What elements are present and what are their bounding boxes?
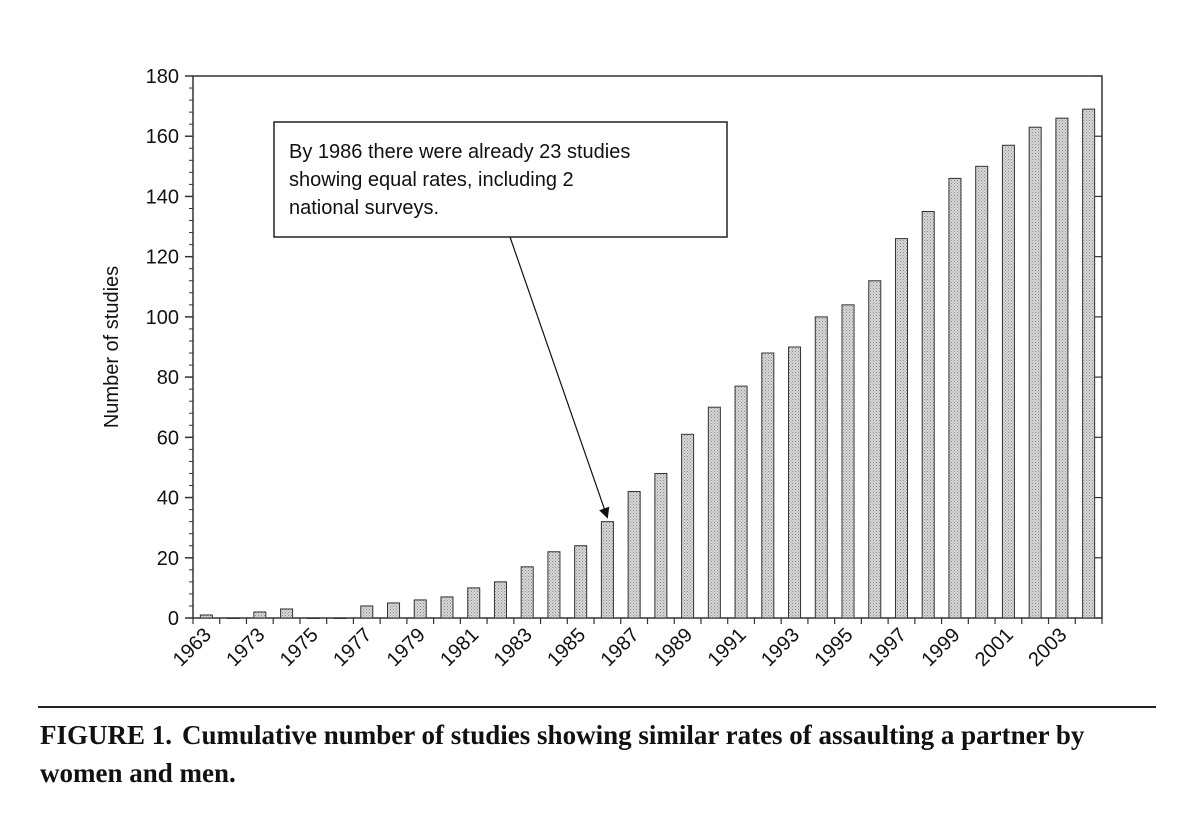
annotation-arrow <box>509 236 610 519</box>
bar-1978 <box>387 602 401 619</box>
y-tick-label: 100 <box>146 307 179 329</box>
y-tick-label: 120 <box>146 247 179 269</box>
bar-1979 <box>413 599 427 619</box>
bar-1972 <box>226 617 240 619</box>
bar-1997 <box>894 238 908 619</box>
bar-1994 <box>814 316 828 619</box>
x-tick-label: 2003 <box>1024 624 1071 671</box>
x-tick-label: 1989 <box>650 624 697 671</box>
bar-1988 <box>654 472 668 619</box>
bar-1987 <box>627 491 641 619</box>
y-axis-label: Number of studies <box>101 266 123 428</box>
x-tick-label: 1973 <box>222 624 269 671</box>
y-tick-label: 80 <box>157 367 179 389</box>
bar-1992 <box>761 352 775 619</box>
annotation-line-3: national surveys. <box>289 197 439 219</box>
x-tick-label: 1977 <box>329 624 376 671</box>
bar-2003 <box>1055 117 1069 619</box>
bar-1981 <box>467 587 481 619</box>
bar-2002 <box>1028 126 1042 619</box>
bar-1993 <box>788 346 802 619</box>
bar-1974 <box>280 608 294 619</box>
y-axis: 0 20 40 60 80 100 120 140 160 180 <box>146 66 1102 630</box>
caption-text: Cumulative number of studies showing sim… <box>40 720 1085 788</box>
bar-1985 <box>574 545 588 619</box>
bar-1975 <box>306 617 320 619</box>
x-tick-label: 1985 <box>543 624 590 671</box>
x-tick-label: 1987 <box>597 624 644 671</box>
bar-1976 <box>333 617 347 619</box>
x-tick-label: 1963 <box>169 624 216 671</box>
y-tick-label: 0 <box>168 608 179 630</box>
x-tick-label: 1981 <box>436 624 483 671</box>
x-tick-label: 1997 <box>864 624 911 671</box>
figure-caption: FIGURE 1. Cumulative number of studies sh… <box>40 716 1140 792</box>
bar-1982 <box>493 581 507 619</box>
x-tick-label: 1979 <box>383 624 430 671</box>
caption-rule <box>38 706 1156 708</box>
bar-2000 <box>975 165 989 619</box>
bar-1991 <box>734 385 748 619</box>
bar-1999 <box>948 177 962 619</box>
bar-2004 <box>1082 108 1096 619</box>
y-tick-label: 180 <box>146 66 179 88</box>
x-tick-label: 1991 <box>704 624 751 671</box>
bar-1980 <box>440 596 454 619</box>
bar-2001 <box>1001 144 1015 619</box>
bar-1995 <box>841 304 855 619</box>
y-tick-label: 20 <box>157 548 179 570</box>
bar-1986 <box>600 521 614 619</box>
bar-1990 <box>707 406 721 619</box>
annotation-box <box>273 121 728 238</box>
y-tick-label: 140 <box>146 186 179 208</box>
bar-1963 <box>199 614 213 619</box>
x-tick-label: 1995 <box>811 624 858 671</box>
bar-1984 <box>547 551 561 619</box>
y-tick-label: 160 <box>146 126 179 148</box>
bar-1973 <box>253 611 267 619</box>
x-tick-label: 2001 <box>971 624 1018 671</box>
bar-1983 <box>520 566 534 619</box>
x-tick-label: 1999 <box>917 624 964 671</box>
x-tick-label: 1993 <box>757 624 804 671</box>
x-tick-label: 1983 <box>490 624 537 671</box>
bar-1989 <box>681 433 695 619</box>
figure-label: FIGURE 1. <box>40 720 173 750</box>
y-tick-label: 40 <box>157 488 179 510</box>
x-tick-label: 1975 <box>276 624 323 671</box>
annotation-line-2: showing equal rates, including 2 <box>289 169 574 191</box>
bar-1998 <box>921 211 935 619</box>
x-axis: 1963 1973 1975 1977 1979 1981 1983 1985 1987 1989… <box>169 618 1103 671</box>
bar-1977 <box>360 605 374 619</box>
annotation-line-1: By 1986 there were already 23 studies <box>289 141 630 163</box>
y-tick-label: 60 <box>157 427 179 449</box>
annotation: By 1986 there were already 23 studies sh… <box>273 121 728 519</box>
bars <box>199 108 1096 619</box>
bar-1996 <box>868 280 882 619</box>
